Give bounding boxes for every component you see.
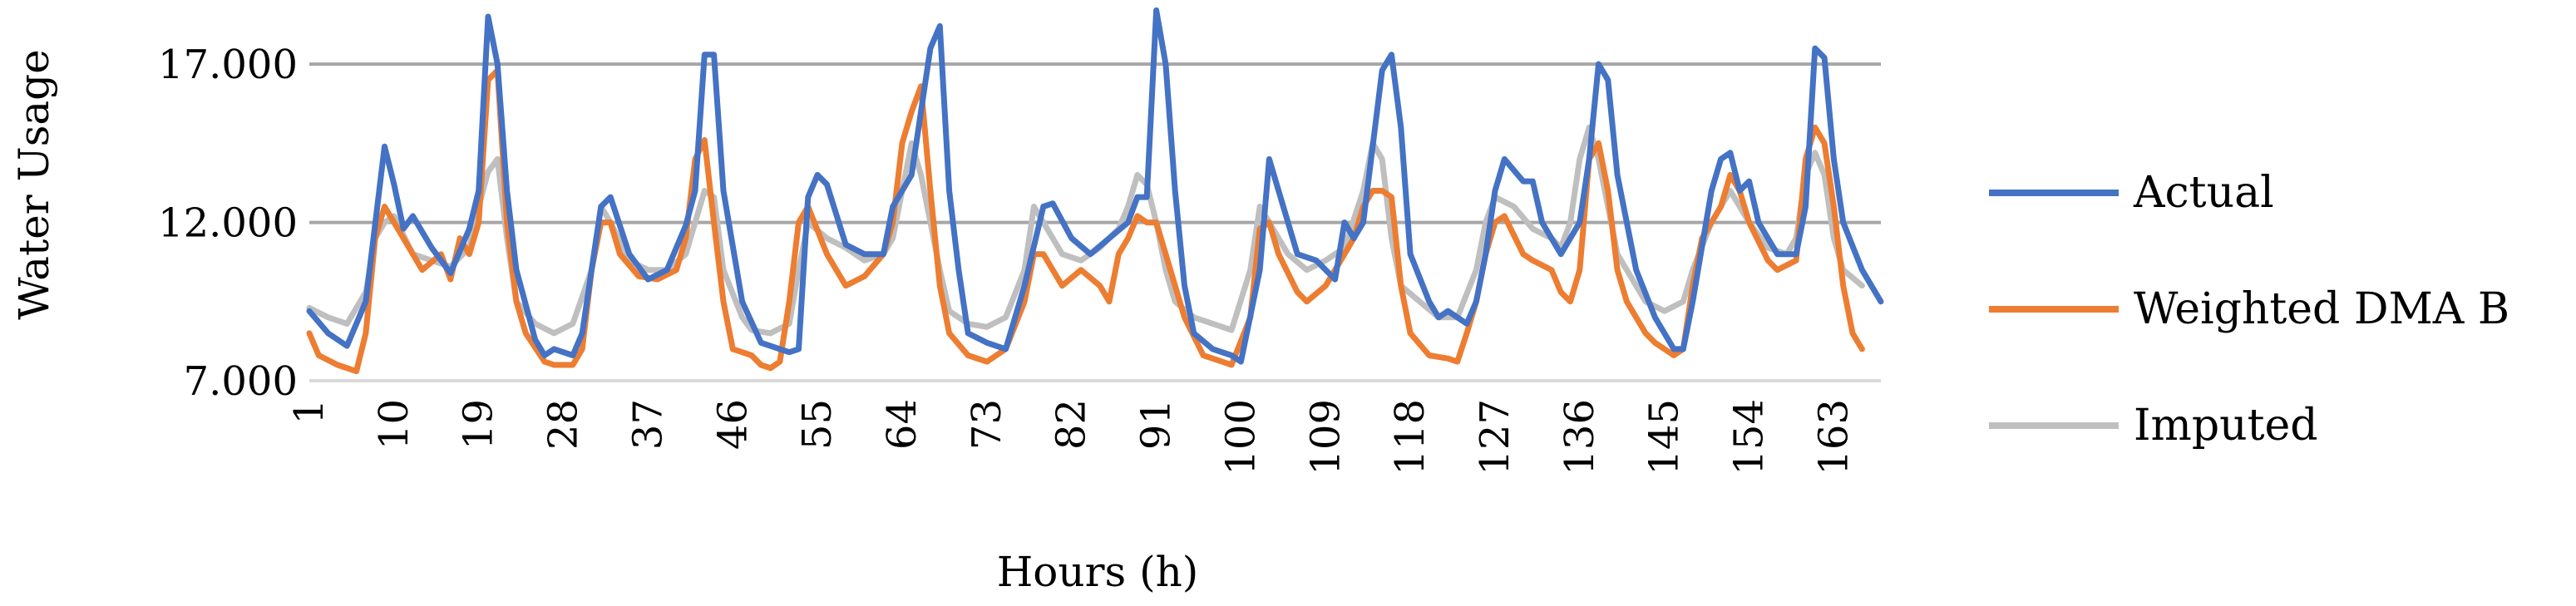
x-tick-label: 136 xyxy=(1557,399,1603,475)
y-tick-labels: 7.000 12.000 17.000 xyxy=(158,42,298,405)
legend: Actual Weighted DMA B Imputed xyxy=(1989,168,2509,451)
x-tick-labels: 1 10 19 28 37 46 55 64 73 82 91 100 109 118 127 136 145 1… xyxy=(286,399,1857,475)
x-tick-label: 10 xyxy=(371,399,417,450)
x-tick-label: 145 xyxy=(1641,399,1688,475)
series-line-weighted-dma-b xyxy=(306,67,1865,375)
legend-label: Imputed xyxy=(2134,401,2318,451)
x-tick-label: 163 xyxy=(1810,399,1857,475)
x-tick-label: 109 xyxy=(1302,399,1349,475)
x-tick-label: 28 xyxy=(540,399,587,450)
x-tick-label: 37 xyxy=(624,399,671,450)
x-tick-label: 118 xyxy=(1387,399,1434,475)
legend-label: Weighted DMA B xyxy=(2134,284,2509,334)
x-tick-label: 64 xyxy=(879,399,925,450)
x-tick-label: 154 xyxy=(1726,399,1773,475)
y-axis-label: Water Usage xyxy=(10,49,58,320)
x-tick-label: 55 xyxy=(794,399,841,450)
x-tick-label: 19 xyxy=(456,399,502,450)
x-tick-label: 46 xyxy=(709,399,756,450)
x-axis-label: Hours (h) xyxy=(997,548,1199,596)
y-tick-label: 7.000 xyxy=(184,358,298,405)
x-tick-label: 91 xyxy=(1133,399,1180,450)
y-tick-label: 17.000 xyxy=(158,42,298,88)
x-tick-label: 82 xyxy=(1049,399,1095,450)
legend-label: Actual xyxy=(2133,168,2274,218)
series-lines xyxy=(306,7,1884,375)
x-tick-label: 1 xyxy=(286,399,333,425)
x-tick-label: 73 xyxy=(964,399,1010,450)
y-tick-label: 12.000 xyxy=(158,200,298,247)
series-line-actual xyxy=(306,7,1884,365)
x-tick-label: 127 xyxy=(1472,399,1518,475)
x-tick-label: 100 xyxy=(1217,399,1264,475)
